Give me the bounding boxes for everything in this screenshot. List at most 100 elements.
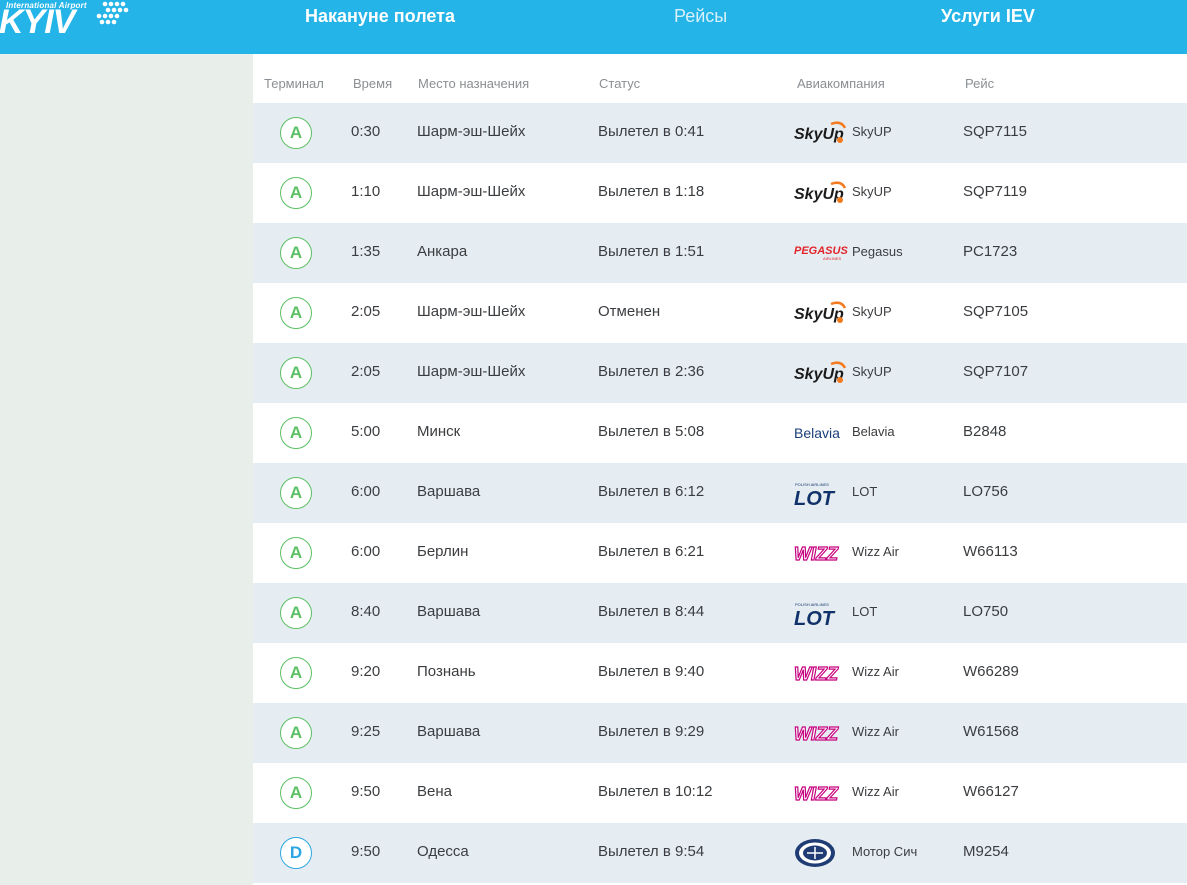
svg-text:WIZZ: WIZZ bbox=[794, 544, 839, 564]
flight-number[interactable]: M9254 bbox=[963, 843, 1009, 860]
flight-row[interactable]: A 1:10 Шарм-эш-Шейх Вылетел в 1:18 SQP7119 S… bbox=[253, 163, 1187, 223]
terminal-badge: A bbox=[280, 597, 312, 629]
flight-number[interactable]: W66113 bbox=[963, 543, 1018, 560]
airline-name: SkyUP bbox=[852, 124, 892, 139]
flight-status: Отменен bbox=[598, 303, 661, 320]
top-navigation-bar: International Airport KYIV Накануне поле… bbox=[0, 0, 1187, 54]
svg-text:LOT: LOT bbox=[794, 608, 836, 628]
flight-number[interactable]: W61568 bbox=[963, 723, 1019, 740]
destination-name: Шарм-эш-Шейх bbox=[417, 183, 526, 200]
column-airline[interactable]: Авиакомпания bbox=[797, 76, 885, 91]
flight-status: Вылетел в 8:44 bbox=[598, 603, 705, 620]
table-header: Терминал Время Место назначения Статус А… bbox=[253, 54, 1187, 103]
destination-name: Шарм-эш-Шейх bbox=[417, 123, 526, 140]
airline-name: SkyUP bbox=[852, 304, 892, 319]
airline-name: Мотор Сич bbox=[852, 844, 918, 859]
flight-row[interactable]: A 6:00 Варшава Вылетел в 6:12 LO756 POLISH A… bbox=[253, 463, 1187, 523]
airline-name: Wizz Air bbox=[852, 724, 899, 739]
airline-name: LOT bbox=[852, 604, 878, 619]
destination-name: Шарм-эш-Шейх bbox=[417, 363, 526, 380]
terminal-badge: A bbox=[280, 777, 312, 809]
airline-name: LOT bbox=[852, 484, 878, 499]
flight-number[interactable]: SQP7115 bbox=[963, 123, 1027, 140]
flight-number[interactable]: B2848 bbox=[963, 423, 1007, 440]
terminal-badge: A bbox=[280, 657, 312, 689]
svg-text:SkyUp: SkyUp bbox=[794, 306, 844, 323]
flight-row[interactable]: A 8:40 Варшава Вылетел в 8:44 LO750 POLISH A… bbox=[253, 583, 1187, 643]
departure-time: 6:00 bbox=[351, 483, 381, 500]
column-status[interactable]: Статус bbox=[599, 76, 641, 91]
flight-status: Вылетел в 10:12 bbox=[598, 783, 713, 800]
column-time[interactable]: Время bbox=[353, 76, 393, 91]
flight-status: Вылетел в 9:29 bbox=[598, 723, 705, 740]
airline-name: Belavia bbox=[852, 424, 895, 439]
destination-name: Познань bbox=[417, 663, 476, 680]
airline-name: Pegasus bbox=[852, 244, 903, 259]
flight-row[interactable]: A 1:35 Анкара Вылетел в 1:51 PC1723 PEGASUS … bbox=[253, 223, 1187, 283]
column-destination[interactable]: Место назначения bbox=[418, 76, 530, 91]
flight-row[interactable]: D 9:50 Одесса Вылетел в 9:54 M9254 Мотор Сич bbox=[253, 823, 1187, 883]
wizz-logo-icon: WIZZ bbox=[793, 663, 839, 684]
wizz-logo-icon: WIZZ bbox=[793, 783, 839, 804]
departure-time: 8:40 bbox=[351, 603, 381, 620]
terminal-badge: A bbox=[280, 417, 312, 449]
flight-row[interactable]: A 2:05 Шарм-эш-Шейх Отменен SQP7105 SkyUp Sk… bbox=[253, 283, 1187, 343]
destination-name: Вена bbox=[417, 783, 452, 800]
svg-text:WIZZ: WIZZ bbox=[794, 664, 839, 684]
flights-table: Терминал Время Место назначения Статус А… bbox=[253, 54, 1187, 885]
flight-row[interactable]: A 9:50 Вена Вылетел в 10:12 W66127 WIZZ Wizz… bbox=[253, 763, 1187, 823]
airline-name: SkyUP bbox=[852, 364, 892, 379]
skyup-logo-icon: SkyUp bbox=[794, 301, 847, 323]
flight-number[interactable]: LO756 bbox=[963, 483, 1009, 500]
flight-number[interactable]: W66127 bbox=[963, 783, 1019, 800]
flight-row[interactable]: A 9:25 Варшава Вылетел в 9:29 W61568 WIZZ Wi… bbox=[253, 703, 1187, 763]
departure-time: 2:05 bbox=[351, 363, 381, 380]
flight-number[interactable]: LO750 bbox=[963, 603, 1009, 620]
kyiv-airport-logo[interactable]: International Airport KYIV bbox=[0, 0, 135, 42]
airline-name: Wizz Air bbox=[852, 664, 899, 679]
svg-text:LOT: LOT bbox=[794, 488, 836, 508]
skyup-logo-icon: SkyUp bbox=[794, 361, 847, 383]
airline-name: Wizz Air bbox=[852, 544, 899, 559]
terminal-badge: A bbox=[280, 357, 312, 389]
flight-row[interactable]: A 9:20 Познань Вылетел в 9:40 W66289 WIZZ Wi… bbox=[253, 643, 1187, 703]
svg-text:PEGASUS: PEGASUS bbox=[794, 245, 848, 257]
flight-status: Вылетел в 1:18 bbox=[598, 183, 705, 200]
flight-number[interactable]: SQP7119 bbox=[963, 183, 1027, 200]
terminal-badge: A bbox=[280, 177, 312, 209]
flight-row[interactable]: A 2:05 Шарм-эш-Шейх Вылетел в 2:36 SQP7107 S… bbox=[253, 343, 1187, 403]
flight-row[interactable]: A 5:00 Минск Вылетел в 5:08 B2848 Belavia Be… bbox=[253, 403, 1187, 463]
nav-before-flight[interactable]: Накануне полета bbox=[305, 6, 456, 26]
departure-time: 1:35 bbox=[351, 243, 381, 260]
column-flight[interactable]: Рейс bbox=[965, 76, 995, 91]
flight-status: Вылетел в 2:36 bbox=[598, 363, 705, 380]
flight-row[interactable]: A 0:30 Шарм-эш-Шейх Вылетел в 0:41 SQP7115 S… bbox=[253, 103, 1187, 163]
svg-text:WIZZ: WIZZ bbox=[794, 784, 839, 804]
flight-number[interactable]: PC1723 bbox=[963, 243, 1018, 260]
departure-time: 1:10 bbox=[351, 183, 381, 200]
logo-title: KYIV bbox=[0, 3, 75, 41]
terminal-badge: D bbox=[280, 837, 312, 869]
pegasus-logo-icon: PEGASUS AIRLINES bbox=[794, 245, 848, 261]
flight-number[interactable]: SQP7105 bbox=[963, 303, 1029, 320]
flight-row[interactable]: A 6:00 Берлин Вылетел в 6:21 W66113 WIZZ Wiz… bbox=[253, 523, 1187, 583]
departure-time: 6:00 bbox=[351, 543, 381, 560]
svg-text:POLISH AIRLINES: POLISH AIRLINES bbox=[795, 482, 829, 487]
nav-iev-services[interactable]: Услуги IEV bbox=[941, 6, 1035, 26]
terminal-badge: A bbox=[280, 717, 312, 749]
flight-number[interactable]: SQP7107 bbox=[963, 363, 1029, 380]
departure-time: 5:00 bbox=[351, 423, 381, 440]
airline-name: SkyUP bbox=[852, 184, 892, 199]
wizz-logo-icon: WIZZ bbox=[793, 543, 839, 564]
flight-status: Вылетел в 6:12 bbox=[598, 483, 705, 500]
flight-status: Вылетел в 6:21 bbox=[598, 543, 705, 560]
belavia-logo-icon: Belavia bbox=[794, 425, 840, 441]
nav-flights[interactable]: Рейсы bbox=[674, 6, 728, 26]
flight-status: Вылетел в 0:41 bbox=[598, 123, 705, 140]
svg-text:SkyUp: SkyUp bbox=[794, 186, 844, 203]
skyup-logo-icon: SkyUp bbox=[794, 121, 847, 143]
flight-number[interactable]: W66289 bbox=[963, 663, 1019, 680]
column-terminal[interactable]: Терминал bbox=[264, 76, 324, 91]
departure-time: 2:05 bbox=[351, 303, 381, 320]
terminal-badge: A bbox=[280, 537, 312, 569]
